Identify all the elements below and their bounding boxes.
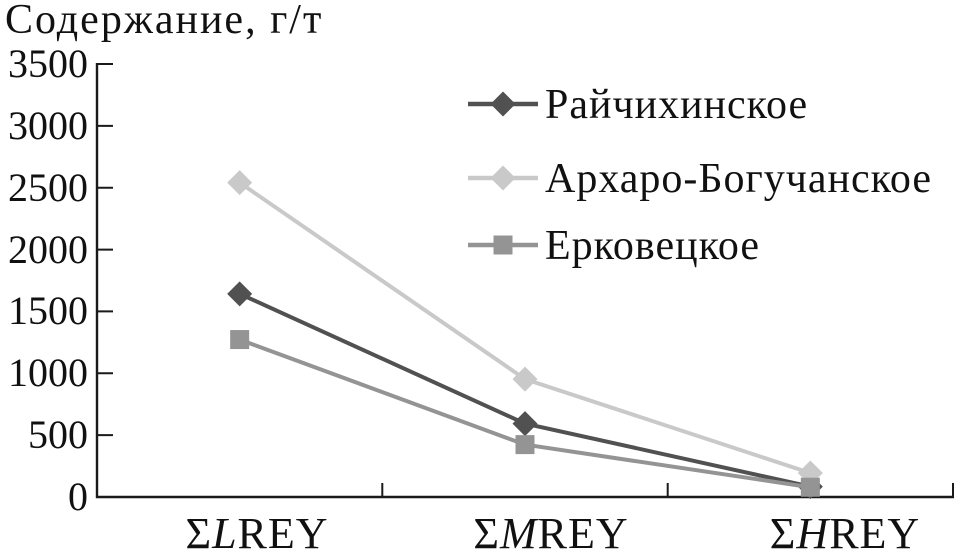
y-tick-label-3000: 3000 xyxy=(8,103,88,148)
legend-marker-symbol-2 xyxy=(493,235,513,255)
x-axis-labels: ΣLREY ΣMREY ΣHREY xyxy=(185,509,920,558)
series-layer xyxy=(227,170,823,500)
legend-label-0: Райчихинское xyxy=(545,82,808,128)
chart-title: Содержание, г/т xyxy=(5,0,323,43)
y-tick-marks xyxy=(97,63,113,437)
y-tick-label-0: 0 xyxy=(68,474,88,519)
y-axis-labels: 3500 3000 2500 2000 1500 1000 500 0 xyxy=(8,41,88,519)
y-tick-label-2000: 2000 xyxy=(8,227,88,272)
x-tick-label-hrey: ΣHREY xyxy=(770,509,920,558)
legend-item-2: Ерковецкое xyxy=(468,223,760,269)
series-0-point-1 xyxy=(512,411,538,437)
series-1-point-0 xyxy=(227,170,253,196)
legend-marker-2 xyxy=(468,235,538,255)
x-tick-label-mrey: ΣMREY xyxy=(473,509,628,558)
y-tick-label-500: 500 xyxy=(28,412,88,457)
legend: Райчихинское Архаро-Богучанское Ерковецк… xyxy=(468,82,932,269)
legend-marker-symbol-1 xyxy=(490,165,516,191)
y-tick-label-1000: 1000 xyxy=(8,350,88,395)
series-2-point-0 xyxy=(230,330,250,350)
x-tick-marks xyxy=(381,483,954,497)
y-tick-label-2500: 2500 xyxy=(8,165,88,210)
series-2-point-1 xyxy=(515,435,535,455)
series-2-point-2 xyxy=(800,477,820,497)
y-tick-label-3500: 3500 xyxy=(8,41,88,86)
legend-marker-1 xyxy=(468,165,538,191)
y-tick-label-1500: 1500 xyxy=(8,288,88,333)
legend-item-1: Архаро-Богучанское xyxy=(468,156,932,202)
legend-label-1: Архаро-Богучанское xyxy=(545,156,932,202)
series-1-point-1 xyxy=(512,366,538,392)
axes xyxy=(95,63,954,499)
legend-marker-0 xyxy=(468,91,538,117)
legend-marker-symbol-0 xyxy=(490,91,516,117)
series-0-point-0 xyxy=(227,281,253,307)
legend-label-2: Ерковецкое xyxy=(545,223,760,269)
legend-item-0: Райчихинское xyxy=(468,82,808,128)
x-tick-label-lrey: ΣLREY xyxy=(185,509,328,558)
